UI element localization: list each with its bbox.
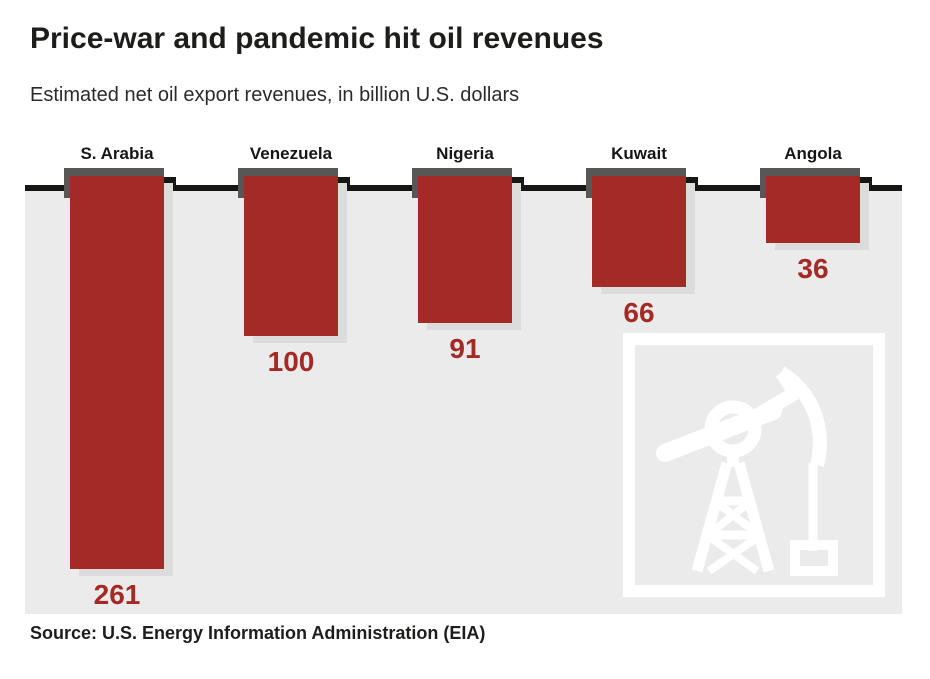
chart-subtitle: Estimated net oil export revenues, in bi…	[30, 84, 520, 106]
bar-value-label: 36	[797, 253, 829, 284]
oil-pumpjack-svg	[623, 333, 885, 597]
bar	[592, 176, 686, 287]
bar-shadow-notch	[860, 177, 872, 191]
bar-shadow-notch	[164, 177, 176, 191]
oil-pumpjack-icon	[623, 333, 885, 597]
bar-shadow-notch	[338, 177, 350, 191]
bar-category-label: Venezuela	[249, 144, 333, 163]
bar-value-label: 91	[449, 333, 481, 364]
bar-category-label: Kuwait	[611, 144, 667, 163]
bar-shadow-notch	[512, 177, 524, 191]
bar-category-label: Nigeria	[436, 144, 494, 163]
bar-category-label: Angola	[784, 144, 842, 163]
bar	[418, 176, 512, 323]
bar-shadow-notch	[686, 177, 698, 191]
bar	[70, 176, 164, 569]
bar	[766, 176, 860, 243]
bar-value-label: 66	[623, 297, 655, 328]
bar-value-label: 261	[93, 579, 141, 610]
bar-category-label: S. Arabia	[80, 144, 154, 163]
bar-value-label: 100	[267, 346, 315, 377]
bar	[244, 176, 338, 336]
source-attribution: Source: U.S. Energy Information Administ…	[30, 623, 486, 643]
chart-title: Price-war and pandemic hit oil revenues	[30, 22, 604, 55]
